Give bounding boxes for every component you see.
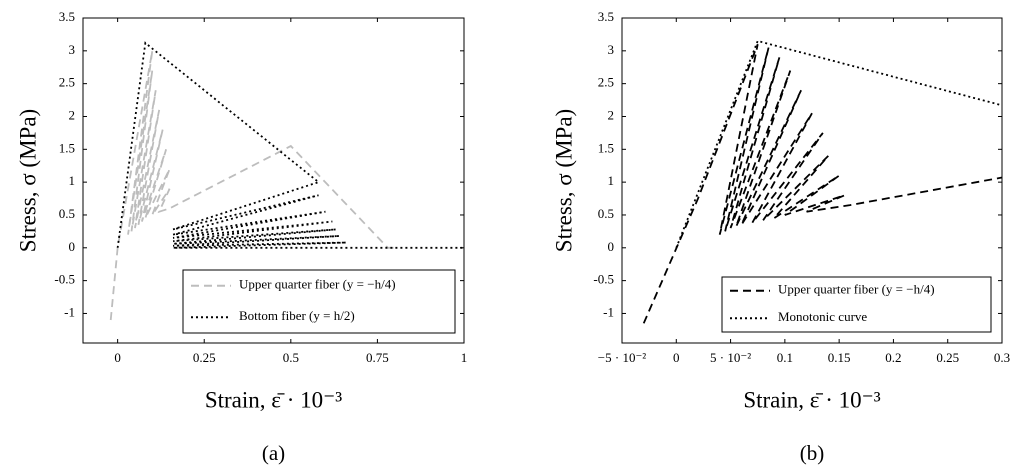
y-tick-label: 2 bbox=[608, 107, 615, 122]
data-line bbox=[109, 50, 395, 321]
x-tick-label: 0 bbox=[114, 350, 121, 365]
y-tick-label: 3 bbox=[69, 42, 76, 57]
y-tick-label: 0.5 bbox=[59, 206, 75, 221]
y-axis-title: Stress, σ (MPa) bbox=[15, 109, 40, 252]
y-tick-label: 1.5 bbox=[598, 140, 614, 155]
x-tick-label: 0.75 bbox=[366, 350, 389, 365]
y-tick-label: 1 bbox=[69, 173, 76, 188]
x-tick-label: 0.2 bbox=[885, 350, 901, 365]
legend-box bbox=[721, 276, 992, 333]
data-line bbox=[116, 41, 464, 249]
x-tick-label: 0.15 bbox=[828, 350, 851, 365]
x-axis-title: Strain, ε̄ · 10⁻³ bbox=[743, 387, 880, 412]
legend-label: Bottom fiber (y = h/2) bbox=[239, 308, 355, 323]
data-line bbox=[675, 39, 1003, 249]
y-axis-title: Stress, σ (MPa) bbox=[551, 109, 576, 252]
y-tick-label: 3 bbox=[608, 42, 615, 57]
x-tick-label: 5 · 10⁻² bbox=[710, 350, 751, 365]
x-tick-label: 0.3 bbox=[994, 350, 1010, 365]
y-tick-label: 1.5 bbox=[59, 140, 75, 155]
y-tick-label: 0 bbox=[69, 239, 76, 254]
legend-label: Monotonic curve bbox=[778, 309, 867, 324]
plot-frame bbox=[621, 17, 1003, 344]
y-tick-label: 2.5 bbox=[598, 75, 614, 90]
y-tick-label: -1 bbox=[603, 304, 614, 319]
x-tick-label: 0.5 bbox=[283, 350, 299, 365]
y-tick-label: 3.5 bbox=[59, 9, 75, 24]
y-tick-label: 0 bbox=[608, 239, 615, 254]
y-tick-label: 1 bbox=[608, 173, 615, 188]
x-tick-label: 0.25 bbox=[936, 350, 959, 365]
x-axis-title: Strain, ε̄ · 10⁻³ bbox=[205, 387, 342, 412]
legend-label: Upper quarter fiber (y = −h/4) bbox=[778, 282, 935, 297]
y-tick-label: -1 bbox=[64, 304, 75, 319]
plot-frame bbox=[82, 17, 465, 344]
data-line bbox=[642, 43, 1003, 324]
x-tick-label: −5 · 10⁻² bbox=[598, 350, 647, 365]
legend-box bbox=[182, 269, 456, 334]
x-tick-label: 0 bbox=[673, 350, 680, 365]
y-tick-label: -0.5 bbox=[593, 272, 614, 287]
x-tick-label: 0.1 bbox=[777, 350, 793, 365]
y-tick-label: 0.5 bbox=[598, 206, 614, 221]
y-tick-label: 2.5 bbox=[59, 75, 75, 90]
y-tick-label: -0.5 bbox=[54, 272, 75, 287]
legend-label: Upper quarter fiber (y = −h/4) bbox=[239, 277, 396, 292]
x-tick-label: 0.25 bbox=[193, 350, 216, 365]
caption: (b) bbox=[800, 441, 825, 465]
y-tick-label: 3.5 bbox=[598, 9, 614, 24]
y-tick-label: 2 bbox=[69, 107, 76, 122]
x-tick-label: 1 bbox=[461, 350, 468, 365]
caption: (a) bbox=[262, 441, 285, 465]
